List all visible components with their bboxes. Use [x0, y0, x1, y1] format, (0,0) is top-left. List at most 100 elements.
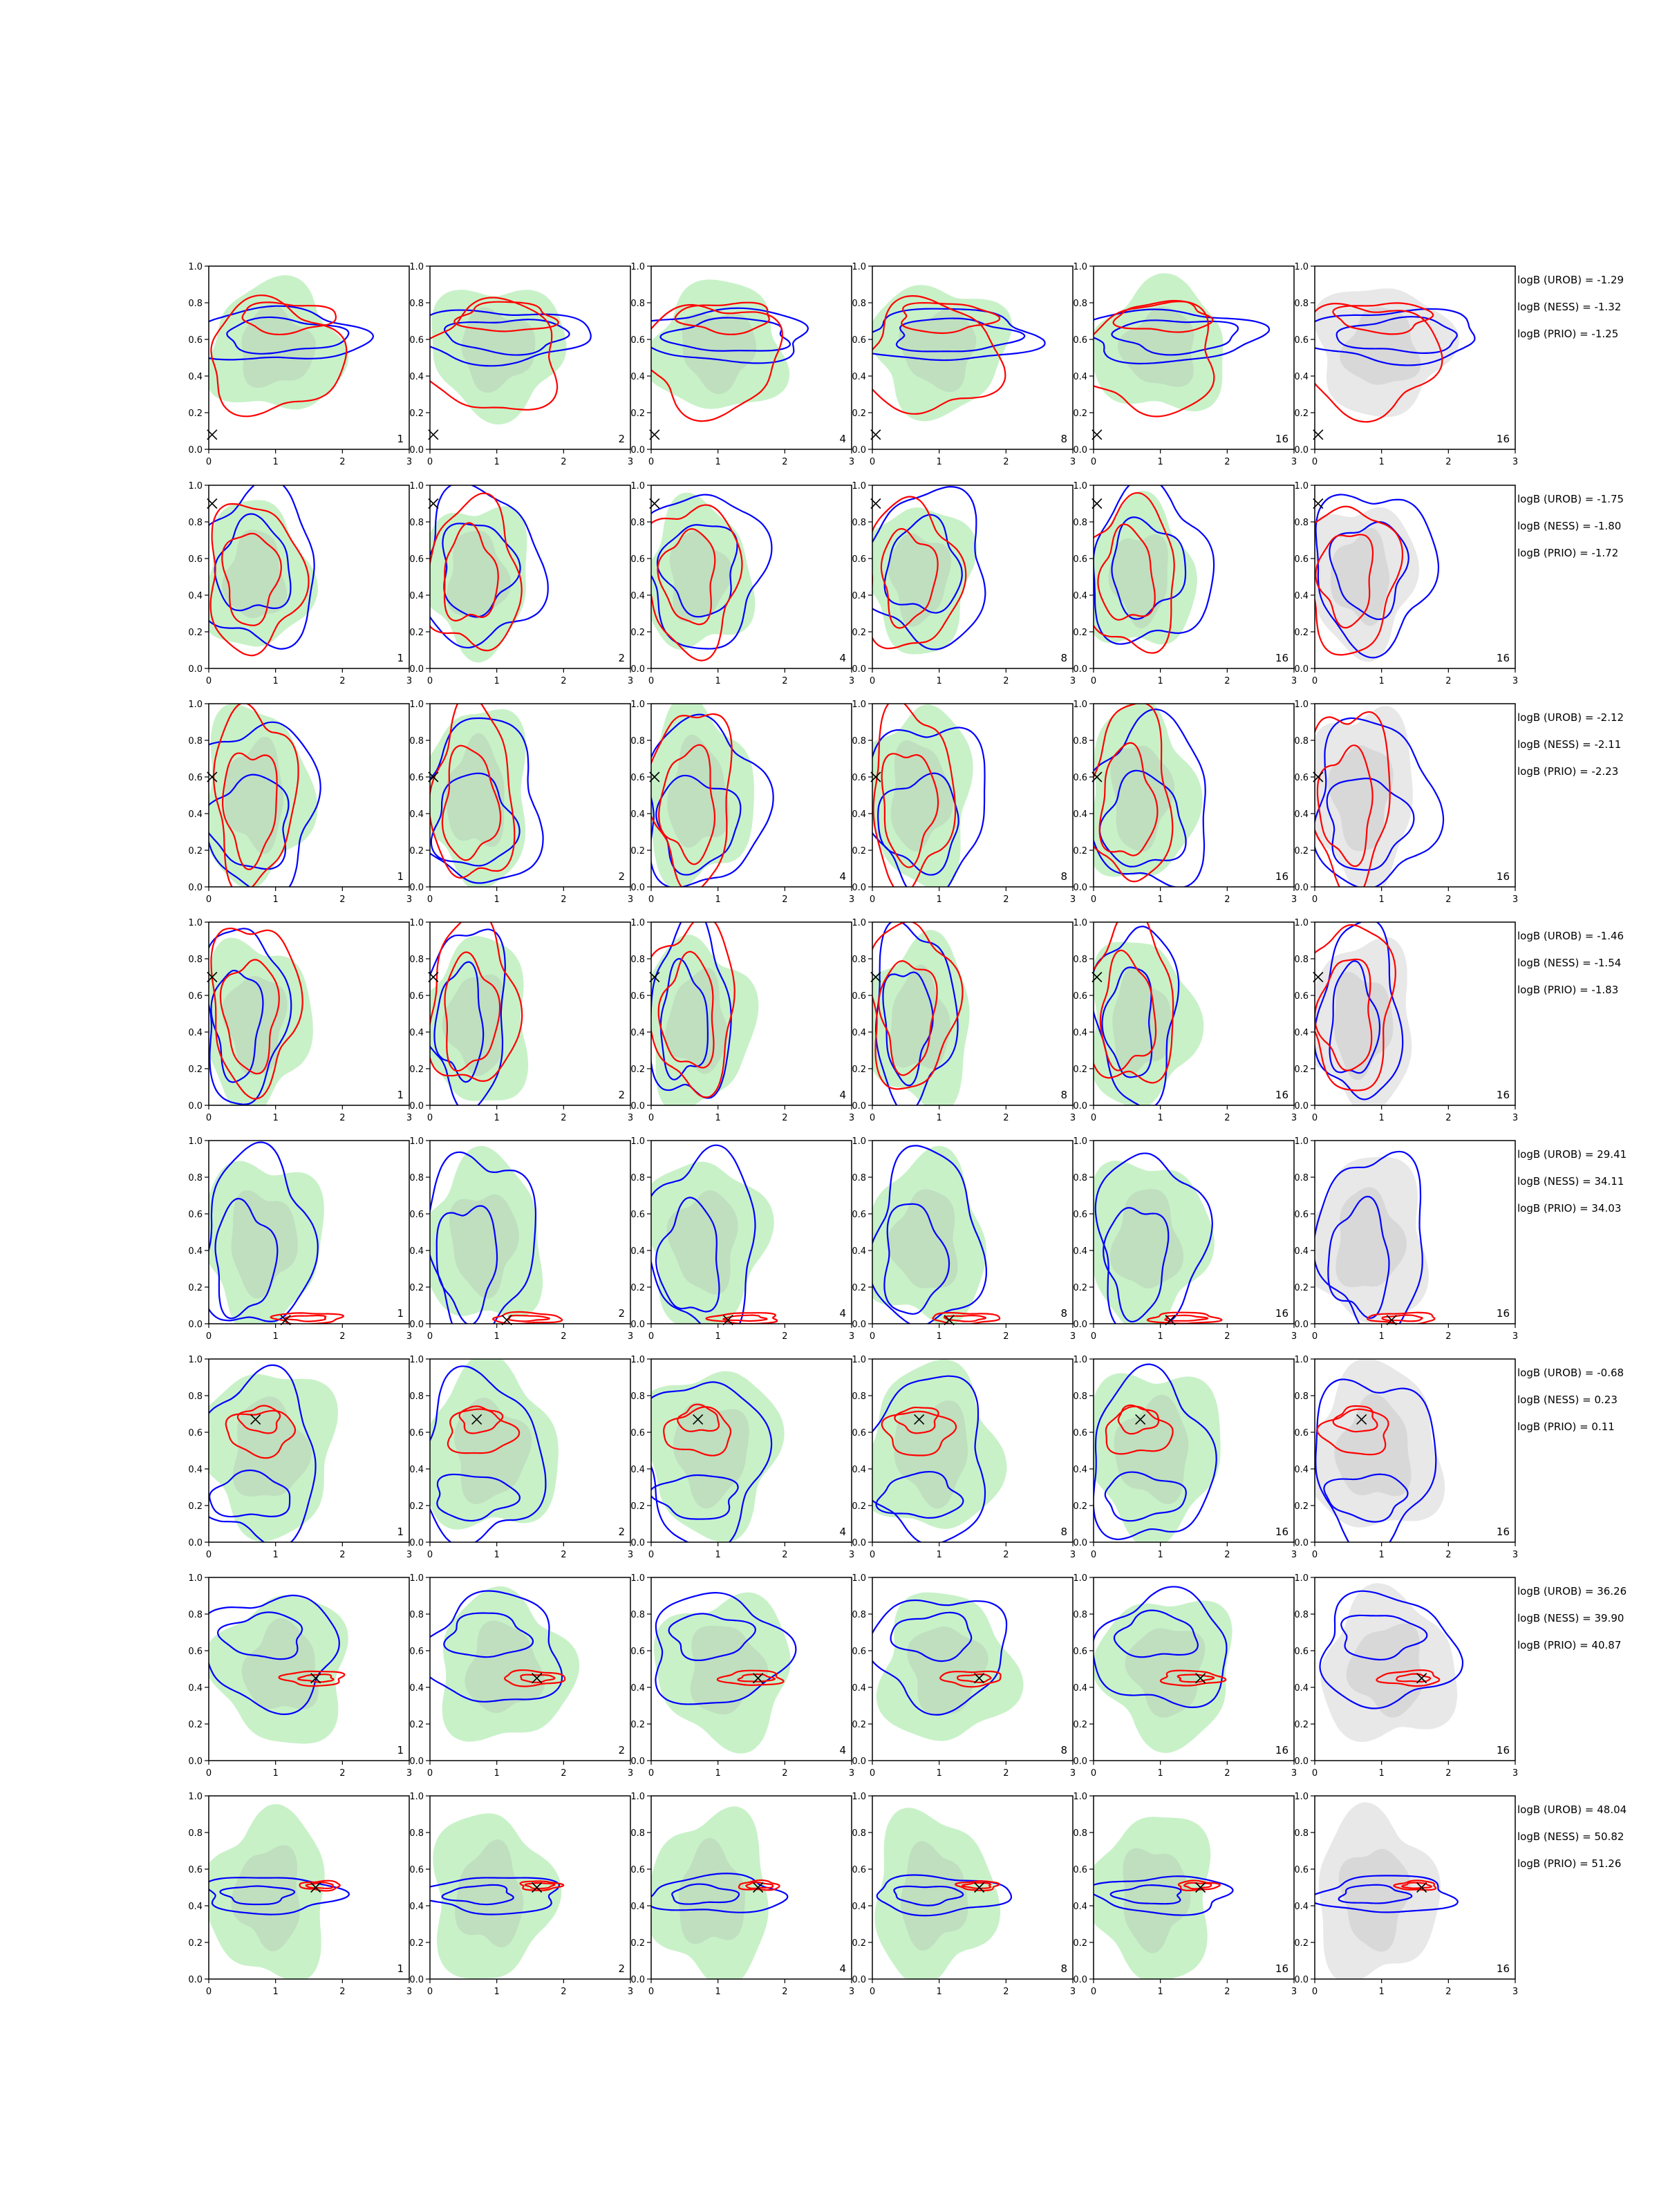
red-contour — [651, 303, 783, 422]
blue-contour — [430, 717, 544, 884]
red-contour — [663, 1406, 732, 1456]
y-tick-label: 0.6 — [409, 991, 424, 1002]
y-tick-label: 0.6 — [630, 1865, 645, 1875]
truth-marker — [310, 1673, 321, 1684]
x-tick-label: 2 — [1445, 1768, 1451, 1779]
x-tick-label: 3 — [849, 1987, 854, 1997]
axes-frame — [872, 485, 1074, 669]
x-tick-label: 2 — [339, 676, 345, 686]
y-tick-label: 0.0 — [1073, 1320, 1087, 1330]
y-tick-label: 0.0 — [630, 1538, 645, 1548]
x-tick-label: 0 — [870, 457, 875, 467]
y-tick-label: 0.8 — [188, 955, 203, 965]
blue-contour — [443, 1612, 534, 1658]
x-tick-label: 0 — [427, 1768, 433, 1779]
blue-contour — [872, 485, 986, 650]
y-tick-label: 0.2 — [1073, 1938, 1087, 1949]
logb-annotation: logB (NESS) = -1.32 — [1517, 301, 1621, 313]
x-tick-label: 0 — [206, 1550, 212, 1560]
blue-contour — [209, 1594, 340, 1716]
y-tick-label: 1.0 — [1294, 1136, 1309, 1147]
red-contour — [430, 704, 516, 879]
density-fill-region — [1094, 704, 1203, 877]
x-tick-label: 3 — [1070, 894, 1076, 905]
y-tick-label: 0.4 — [1073, 1683, 1087, 1694]
y-tick-label: 1.0 — [1294, 1355, 1309, 1365]
axes-frame — [650, 921, 852, 1106]
y-tick-label: 0.8 — [188, 1391, 203, 1402]
red-contour — [236, 1405, 281, 1434]
logb-annotation: logB (PRIO) = 34.03 — [1517, 1202, 1621, 1215]
y-tick-label: 0.8 — [1294, 1610, 1309, 1620]
y-tick-label: 1.0 — [630, 262, 645, 272]
y-tick-label: 0.2 — [1073, 1283, 1087, 1293]
red-contour — [674, 301, 770, 335]
red-contour — [1396, 1673, 1432, 1683]
y-tick-label: 1.0 — [409, 1573, 424, 1584]
x-tick-label: 3 — [1070, 1987, 1076, 1997]
blue-contour — [209, 721, 321, 887]
y-tick-label: 0.2 — [852, 409, 866, 419]
y-tick-label: 0.8 — [409, 1391, 424, 1402]
blue-contour — [651, 1873, 789, 1913]
x-tick-label: 3 — [1291, 1550, 1297, 1560]
y-tick-label: 0.6 — [409, 335, 424, 346]
blue-contour — [1326, 777, 1415, 871]
y-tick-label: 0.2 — [409, 1720, 424, 1730]
red-contour — [955, 1880, 1000, 1892]
blue-contour — [1329, 960, 1381, 1074]
truth-marker — [1416, 1882, 1427, 1893]
y-tick-label: 0.4 — [188, 372, 203, 382]
x-tick-label: 1 — [715, 1331, 721, 1342]
y-tick-label: 0.8 — [630, 736, 645, 747]
density-fill-region — [431, 290, 567, 425]
x-tick-label: 3 — [849, 676, 854, 686]
subplot: 0 1 2 30.00.20.40.60.81.016 — [1073, 700, 1297, 905]
x-tick-label: 2 — [1224, 894, 1230, 905]
density-core-region — [690, 1625, 769, 1715]
y-tick-label: 0.6 — [409, 1428, 424, 1438]
axes-frame — [429, 1358, 631, 1543]
truth-marker — [532, 1673, 543, 1684]
y-tick-label: 0.6 — [409, 1210, 424, 1220]
red-contour — [939, 1670, 1002, 1688]
panel-label: 16 — [1275, 1962, 1288, 1975]
subplot: 0 1 2 30.00.20.40.60.81.04 — [630, 918, 854, 1123]
density-core-region — [224, 736, 284, 854]
x-tick-label: 1 — [937, 894, 942, 905]
blue-contour — [430, 309, 592, 367]
y-tick-label: 0.0 — [1073, 1101, 1087, 1112]
y-tick-label: 0.2 — [1294, 1720, 1309, 1730]
axes-frame — [429, 1577, 631, 1761]
logb-annotation: logB (NESS) = 39.90 — [1517, 1612, 1624, 1624]
density-fill-region — [651, 1806, 769, 1979]
x-tick-label: 2 — [561, 1550, 566, 1560]
blue-contour — [1111, 516, 1187, 620]
y-tick-label: 1.0 — [1294, 262, 1309, 272]
blue-contour — [210, 969, 264, 1083]
x-tick-label: 3 — [628, 1550, 633, 1560]
subplot: 0 1 2 3 0.0 0.2 0.4 0.6 0.8 1.0 1 — [188, 700, 412, 905]
blue-contour — [668, 1613, 756, 1661]
axes-frame — [1093, 1577, 1295, 1761]
blue-contour — [872, 727, 986, 887]
x-tick-label: 0 — [1312, 1550, 1318, 1560]
red-contour — [1164, 1314, 1209, 1322]
x-tick-label: 2 — [1003, 1113, 1009, 1123]
y-tick-label: 0.0 — [188, 1320, 203, 1330]
y-tick-label: 0.8 — [1294, 1391, 1309, 1402]
blue-contour — [1101, 966, 1153, 1078]
density-core-region — [455, 1839, 524, 1948]
y-tick-label: 0.6 — [852, 1428, 866, 1438]
x-tick-label: 0 — [1091, 457, 1096, 467]
density-fill-region — [651, 935, 759, 1105]
y-tick-label: 0.4 — [188, 1902, 203, 1912]
density-fill-region — [1315, 1156, 1429, 1323]
x-tick-label: 1 — [715, 1987, 721, 1997]
red-contour — [962, 1882, 992, 1889]
x-tick-label: 1 — [1379, 1550, 1385, 1560]
axes-frame — [429, 1140, 631, 1324]
red-contour — [441, 744, 502, 861]
panel-label: 4 — [839, 1526, 846, 1538]
